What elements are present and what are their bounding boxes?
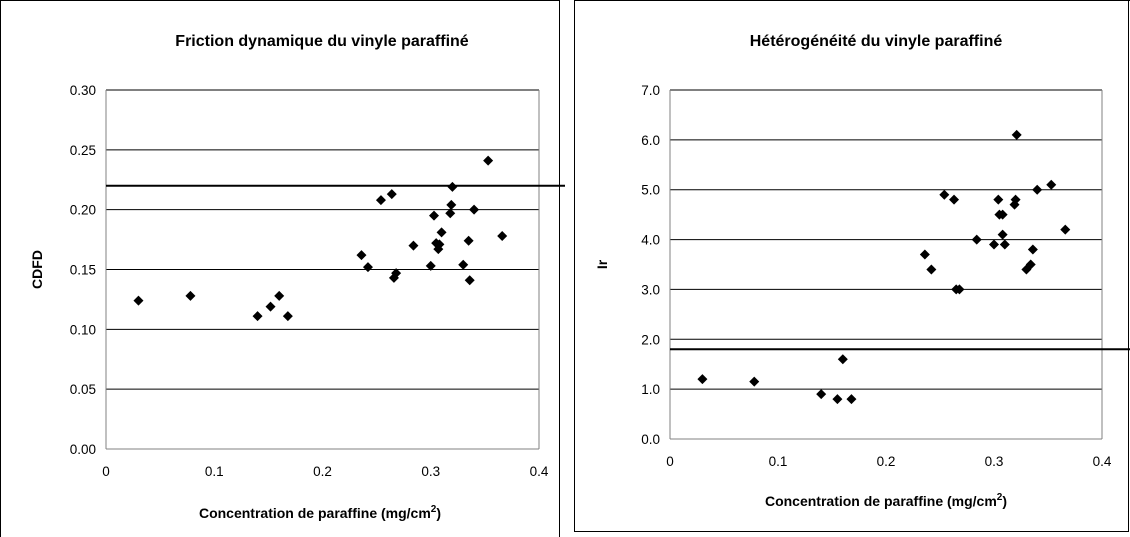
y-tick-label: 0.20	[70, 203, 96, 218]
x-axis-label-end: )	[1002, 493, 1007, 509]
data-point	[837, 354, 848, 365]
y-tick-label: 1.0	[641, 382, 660, 397]
data-point	[1032, 184, 1043, 195]
x-tick-label: 0.3	[421, 464, 440, 479]
x-tick-label: 0.1	[205, 464, 224, 479]
data-point	[252, 311, 263, 322]
y-axis-label: CDFD	[29, 250, 45, 289]
data-point	[434, 239, 445, 250]
data-point	[386, 189, 397, 200]
data-point	[408, 240, 419, 251]
data-point	[1010, 194, 1021, 205]
x-tick-label: 0.1	[769, 454, 788, 469]
panel-border-left	[574, 0, 575, 532]
chart-panel-heterogeneite: Hétérogénéité du vinyle paraffiné 0.0 1.0 2…	[565, 0, 1130, 537]
x-tick-label: 0	[102, 464, 110, 479]
panel-border-right	[559, 0, 560, 537]
y-tick-label: 0.00	[70, 442, 96, 457]
panel-border-top	[0, 0, 560, 1]
data-point	[425, 260, 436, 271]
data-point	[832, 394, 843, 405]
data-point	[265, 301, 276, 312]
data-point	[446, 199, 457, 210]
data-point	[469, 204, 480, 215]
data-point	[1027, 244, 1038, 255]
data-point	[445, 208, 456, 219]
data-point	[356, 250, 367, 261]
data-point	[185, 290, 196, 301]
x-axis-label-main: Concentration de paraffine (mg/cm	[765, 493, 997, 509]
data-point	[391, 268, 402, 279]
data-point	[483, 155, 494, 166]
y-tick-label: 0.30	[70, 83, 96, 98]
data-point	[447, 181, 458, 192]
chart-title: Hétérogénéité du vinyle paraffiné	[750, 33, 1003, 50]
data-point	[919, 249, 930, 260]
data-point	[949, 194, 960, 205]
x-tick-label: 0.3	[985, 454, 1004, 469]
x-axis-label: Concentration de paraffine (mg/cm2)	[765, 492, 1007, 509]
y-tick-label: 4.0	[641, 233, 660, 248]
data-point	[1046, 179, 1057, 190]
data-point	[375, 195, 386, 206]
data-point	[463, 235, 474, 246]
data-point	[997, 229, 1008, 240]
panel-border-right	[1128, 0, 1129, 532]
y-tick-label: 6.0	[641, 133, 660, 148]
data-point	[1025, 259, 1036, 270]
data-point	[954, 284, 965, 295]
data-point	[989, 239, 999, 250]
data-point	[971, 234, 982, 245]
data-point	[926, 264, 937, 275]
data-point	[282, 311, 293, 322]
y-tick-label: 0.05	[70, 382, 96, 397]
x-tick-label: 0.2	[313, 464, 332, 479]
x-tick-label: 0.4	[1093, 454, 1112, 469]
y-tick-label: 5.0	[641, 183, 660, 198]
data-point	[999, 239, 1010, 250]
data-point	[458, 259, 469, 270]
y-tick-label: 3.0	[641, 282, 660, 297]
y-axis-label: Ir	[594, 259, 610, 269]
data-point	[1009, 199, 1020, 210]
data-point	[436, 227, 447, 238]
data-point	[1011, 129, 1022, 140]
panel-border-top	[574, 0, 1130, 1]
data-point	[697, 374, 708, 385]
x-tick-label: 0.2	[877, 454, 896, 469]
data-point	[939, 189, 950, 200]
y-tick-label: 0.10	[70, 322, 96, 337]
data-point	[274, 290, 285, 301]
y-tick-label: 0.15	[70, 263, 96, 278]
x-axis-label-superscript: 2	[431, 504, 437, 515]
data-point	[997, 209, 1008, 220]
chart-title: Friction dynamique du vinyle paraffiné	[175, 33, 468, 50]
y-tick-label: 7.0	[641, 83, 660, 98]
x-axis-label: Concentration de paraffine (mg/cm2)	[199, 504, 441, 521]
chart-friction: Friction dynamique du vinyle paraffiné 0.…	[29, 33, 565, 521]
data-point	[1021, 264, 1032, 275]
data-point	[1060, 224, 1071, 235]
chart-panel-friction: Friction dynamique du vinyle paraffiné 0.…	[0, 0, 565, 537]
x-tick-label: 0.4	[530, 464, 549, 479]
panel-border-left	[0, 0, 1, 537]
chart-heterogeneite: Hétérogénéité du vinyle paraffiné 0.0 1.0 2…	[594, 33, 1130, 509]
data-point	[464, 275, 475, 286]
data-point	[362, 262, 373, 273]
data-point	[993, 194, 1004, 205]
x-tick-label: 0	[666, 454, 674, 469]
y-tick-label: 0.25	[70, 143, 96, 158]
data-point	[497, 230, 508, 241]
panel-border-bottom	[574, 531, 1129, 532]
y-tick-label: 2.0	[641, 332, 660, 347]
x-axis-label-main: Concentration de paraffine (mg/cm	[199, 505, 431, 521]
data-point	[133, 295, 144, 306]
x-axis-label-superscript: 2	[997, 492, 1003, 503]
data-point	[749, 376, 760, 387]
data-point	[816, 389, 827, 400]
data-point	[846, 394, 857, 405]
y-tick-label: 0.0	[641, 432, 660, 447]
data-point	[428, 210, 439, 221]
x-axis-label-end: )	[436, 505, 441, 521]
